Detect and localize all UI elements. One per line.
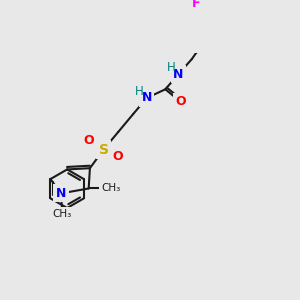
Text: F: F (192, 0, 200, 10)
Text: H: H (135, 85, 144, 98)
Text: N: N (142, 92, 152, 104)
Text: N: N (56, 187, 66, 200)
Text: O: O (112, 150, 123, 163)
Text: H: H (167, 61, 175, 74)
Text: CH₃: CH₃ (52, 209, 72, 219)
Text: O: O (84, 134, 94, 147)
Text: CH₃: CH₃ (101, 184, 121, 194)
Text: O: O (176, 95, 186, 108)
Text: N: N (173, 68, 183, 81)
Text: S: S (98, 142, 109, 157)
